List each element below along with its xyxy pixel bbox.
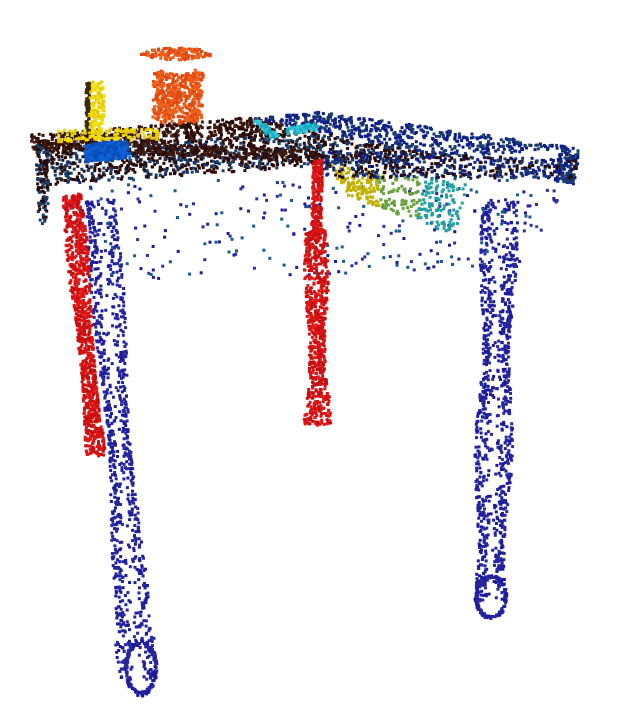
orange-cylinder-points — [140, 46, 212, 126]
table-leg-front-right-points — [302, 158, 333, 427]
front-layer — [56, 46, 333, 458]
back-layer — [67, 164, 560, 698]
table-leg-back-left-points — [84, 198, 159, 698]
under-panel-gradient-points — [330, 164, 467, 233]
blue-box-points — [83, 139, 132, 163]
yellow-board-points — [56, 80, 160, 144]
cyan-tool-points — [252, 119, 319, 139]
table-leg-front-left-points — [61, 192, 107, 458]
table-leg-back-right-points — [473, 198, 519, 620]
